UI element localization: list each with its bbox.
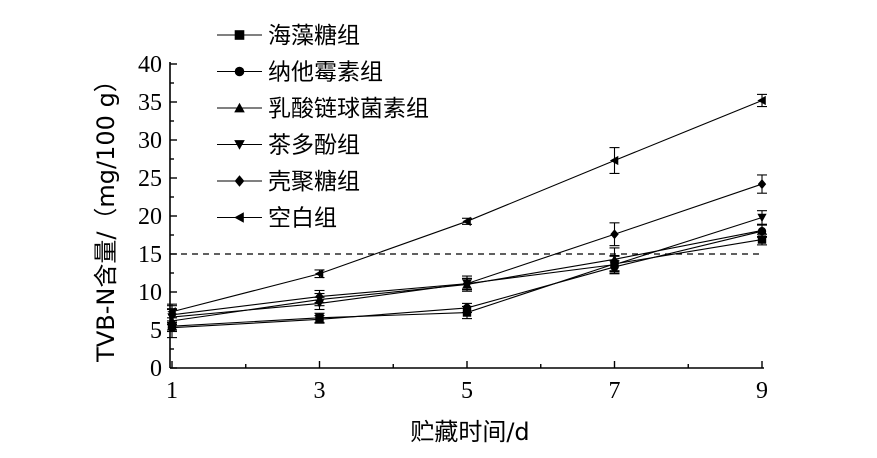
- legend-label: 海藻糖组: [268, 23, 360, 49]
- data-point: [757, 225, 767, 235]
- series-line: [171, 216, 763, 318]
- y-tick-label: 25: [138, 166, 162, 192]
- legend-label: 纳他霉素组: [268, 60, 383, 86]
- y-axis-title: TVB-N含量/（mg/100 g）: [92, 68, 120, 363]
- legend-label: 乳酸链球菌素组: [268, 96, 429, 122]
- x-tick-label: 5: [461, 378, 473, 404]
- legend-label: 壳聚糖组: [268, 169, 360, 195]
- y-tick-label: 40: [138, 52, 162, 78]
- x-tick-label: 1: [166, 378, 178, 404]
- legend-entry: 壳聚糖组: [217, 169, 360, 195]
- y-tick-label: 30: [138, 128, 162, 154]
- x-axis-title: 贮藏时间/d: [410, 418, 529, 446]
- legend-entry: 海藻糖组: [217, 23, 360, 49]
- legend-entry: 空白组: [217, 206, 337, 232]
- legend-marker: [234, 212, 244, 223]
- data-point: [757, 179, 767, 190]
- series-line: [171, 183, 763, 316]
- data-point: [167, 307, 176, 317]
- data-point: [462, 303, 472, 313]
- y-tick-label: 5: [150, 318, 162, 344]
- legend-marker: [234, 175, 245, 187]
- data-point: [462, 216, 471, 226]
- x-tick-label: 3: [314, 378, 326, 404]
- legend-entry: 乳酸链球菌素组: [217, 96, 429, 122]
- data-point: [314, 299, 325, 309]
- data-point: [609, 155, 619, 166]
- x-tick-label: 7: [609, 378, 621, 404]
- legend-entry: 茶多酚组: [217, 133, 360, 159]
- legend-label: 茶多酚组: [268, 133, 360, 159]
- x-tick-label: 9: [756, 378, 768, 404]
- data-point: [609, 260, 620, 270]
- data-point: [315, 291, 324, 302]
- legend-marker: [234, 102, 245, 113]
- data-point: [462, 278, 472, 289]
- y-tick-label: 10: [138, 280, 162, 306]
- legend-entry: 纳他霉素组: [217, 60, 383, 86]
- series-5: [167, 174, 767, 322]
- series-6: [167, 93, 767, 319]
- legend-label: 空白组: [268, 206, 337, 232]
- y-tick-label: 0: [150, 356, 162, 382]
- y-tick-label: 35: [138, 90, 162, 116]
- data-point: [757, 95, 766, 106]
- data-point: [315, 315, 324, 324]
- y-tick-label: 15: [138, 242, 162, 268]
- data-point: [610, 229, 619, 240]
- legend-marker: [234, 140, 245, 150]
- data-point: [757, 213, 767, 223]
- legend-marker: [234, 66, 245, 77]
- data-point: [314, 269, 324, 279]
- y-tick-label: 20: [138, 204, 162, 230]
- legend-marker: [234, 30, 245, 40]
